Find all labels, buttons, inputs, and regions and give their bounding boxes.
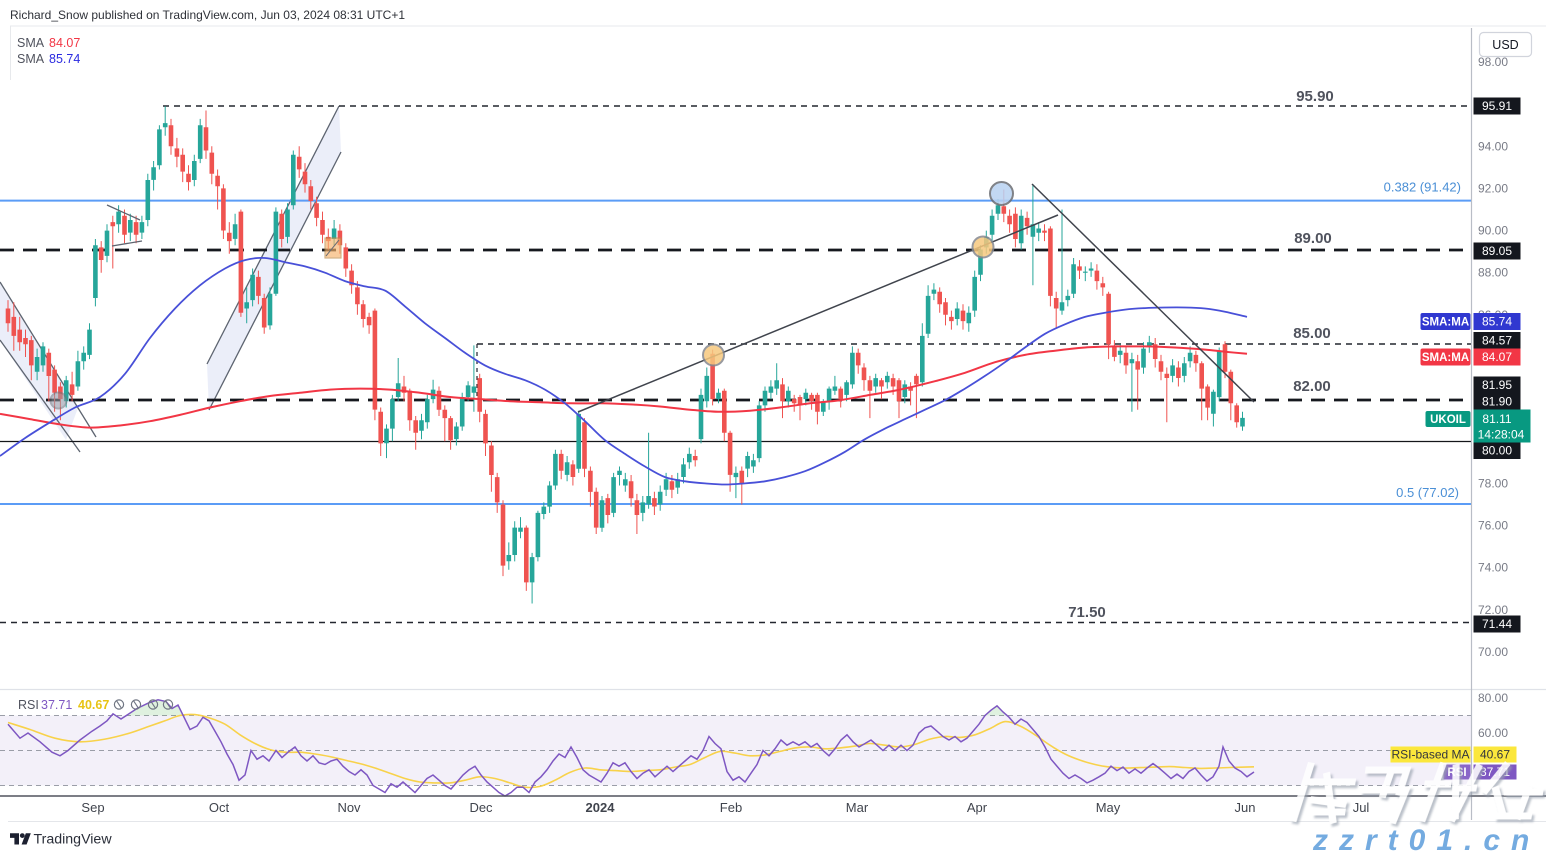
svg-text:SMA:MA: SMA:MA [1422, 317, 1469, 329]
svg-text:Dec: Dec [469, 800, 493, 815]
svg-text:14:28:04: 14:28:04 [1478, 428, 1525, 442]
svg-text:74.00: 74.00 [1478, 561, 1508, 575]
svg-text:Oct: Oct [209, 800, 230, 815]
svg-text:Jun: Jun [1235, 800, 1256, 815]
svg-text:60.00: 60.00 [1478, 726, 1508, 740]
svg-text:70.00: 70.00 [1478, 645, 1508, 659]
svg-text:RSI-based MA: RSI-based MA [1391, 748, 1469, 762]
svg-text:85.00: 85.00 [1293, 325, 1331, 342]
svg-text:72.00: 72.00 [1478, 603, 1508, 617]
svg-text:78.00: 78.00 [1478, 476, 1508, 490]
svg-text:Sep: Sep [81, 800, 104, 815]
svg-text:0.382 (91.42): 0.382 (91.42) [1384, 180, 1461, 195]
svg-text:80.00: 80.00 [1482, 444, 1512, 458]
svg-text:89.05: 89.05 [1482, 244, 1512, 258]
svg-text:May: May [1096, 800, 1121, 815]
svg-text:80.00: 80.00 [1478, 691, 1508, 705]
svg-text:37.71: 37.71 [41, 698, 72, 712]
svg-text:SMA: SMA [17, 36, 45, 50]
svg-text:92.00: 92.00 [1478, 181, 1508, 195]
svg-text:zzrt01.cn: zzrt01.cn [1312, 824, 1540, 857]
svg-text:82.00: 82.00 [1293, 378, 1331, 395]
svg-text:81.11: 81.11 [1482, 412, 1511, 426]
svg-text:0.5 (77.02): 0.5 (77.02) [1396, 485, 1459, 500]
svg-text:Feb: Feb [720, 800, 742, 815]
svg-text:Nov: Nov [337, 800, 361, 815]
svg-text:90.00: 90.00 [1478, 224, 1508, 238]
svg-text:71.50: 71.50 [1068, 604, 1106, 621]
svg-text:40.67: 40.67 [78, 698, 109, 712]
svg-text:89.00: 89.00 [1294, 230, 1332, 247]
svg-text:TradingView: TradingView [34, 832, 113, 848]
svg-text:95.90: 95.90 [1296, 88, 1334, 105]
svg-text:98.00: 98.00 [1478, 55, 1508, 69]
svg-text:81.90: 81.90 [1482, 395, 1512, 409]
svg-text:84.57: 84.57 [1482, 334, 1512, 348]
svg-text:Apr: Apr [967, 800, 988, 815]
svg-text:76.00: 76.00 [1478, 519, 1508, 533]
svg-text:84.07: 84.07 [49, 36, 80, 50]
svg-text:71.44: 71.44 [1482, 617, 1512, 631]
svg-text:85.74: 85.74 [1482, 315, 1512, 329]
svg-text:40.67: 40.67 [1480, 748, 1510, 762]
svg-text:81.95: 81.95 [1482, 378, 1512, 392]
svg-text:USD: USD [1492, 38, 1518, 52]
svg-text:Richard_Snow published on Trad: Richard_Snow published on TradingView.co… [10, 8, 405, 22]
svg-text:Mar: Mar [846, 800, 869, 815]
svg-text:84.07: 84.07 [1482, 350, 1512, 364]
svg-text:94.00: 94.00 [1478, 139, 1508, 153]
svg-text:85.74: 85.74 [49, 52, 80, 66]
svg-text:Jul: Jul [1353, 800, 1370, 815]
svg-text:95.91: 95.91 [1482, 99, 1512, 113]
svg-text:88.00: 88.00 [1478, 266, 1508, 280]
svg-text:UKOIL: UKOIL [1430, 414, 1466, 426]
svg-text:RSI: RSI [18, 698, 39, 712]
svg-text:SMA:MA: SMA:MA [1422, 352, 1469, 364]
svg-text:2024: 2024 [586, 800, 616, 815]
svg-text:SMA: SMA [17, 52, 45, 66]
